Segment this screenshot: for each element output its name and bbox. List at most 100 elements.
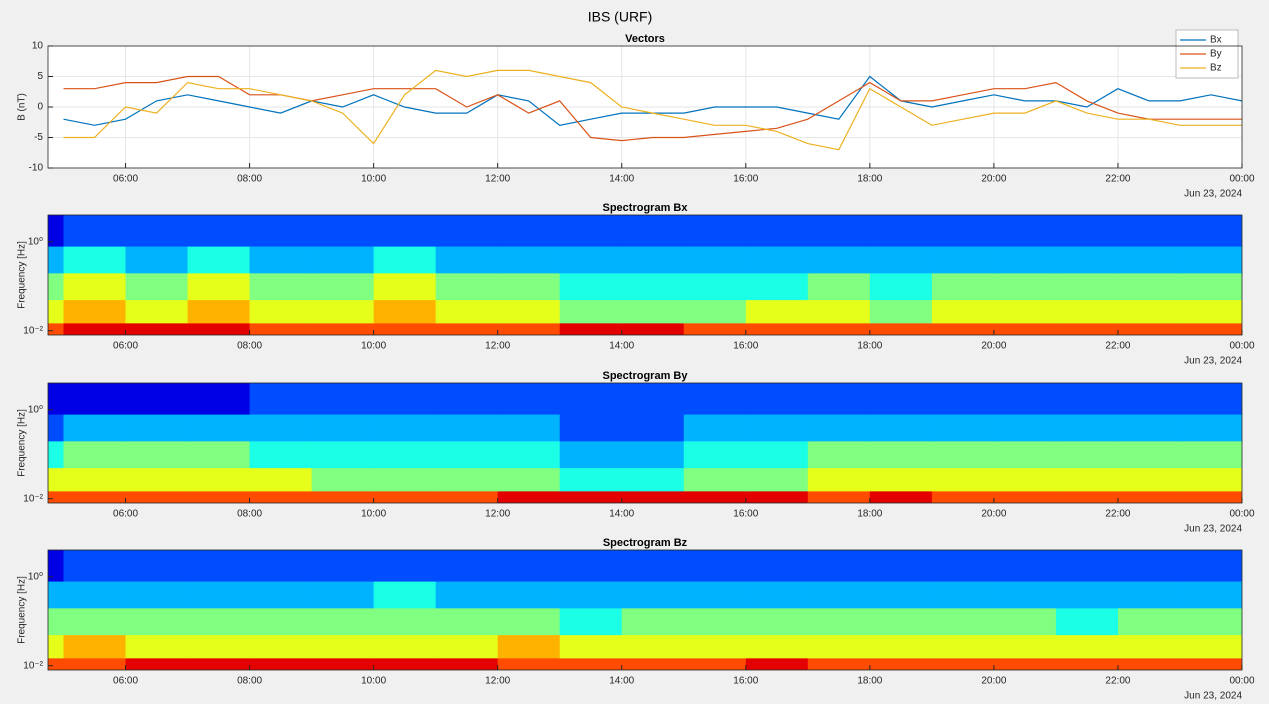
x-tick-label: 06:00: [113, 676, 138, 687]
heatmap-cell: [311, 440, 375, 469]
heatmap-cell: [745, 634, 809, 659]
heatmap-cell: [48, 657, 65, 670]
heatmap-cell: [1179, 322, 1242, 335]
axes-box: [47, 214, 1243, 336]
heatmap-cell: [993, 467, 1057, 492]
x-tick-label: 14:00: [609, 341, 634, 352]
heatmap-cell: [869, 607, 933, 636]
heatmap-cell: [1179, 467, 1242, 492]
heatmap-cell: [48, 490, 65, 503]
heatmap-cell: [1055, 440, 1119, 469]
heatmap-cell: [621, 607, 685, 636]
heatmap-cell: [63, 246, 127, 274]
heatmap-cell: [869, 581, 933, 609]
x-tick-label: 08:00: [237, 341, 262, 352]
heatmap-cell: [249, 383, 313, 415]
axes-title: Spectrogram Bx: [603, 202, 689, 214]
heatmap-cell: [373, 246, 437, 274]
heatmap-cell: [249, 634, 313, 659]
heatmap-cell: [807, 467, 871, 492]
heatmap-cell: [1179, 272, 1242, 301]
legend-label: Bx: [1210, 35, 1222, 46]
heatmap-cell: [621, 581, 685, 609]
heatmap-cell: [125, 299, 189, 324]
x-tick-label: 20:00: [981, 341, 1006, 352]
y-tick-label: -10: [29, 163, 44, 174]
heatmap-cell: [435, 383, 499, 415]
plot-area: [63, 69, 1242, 151]
x-tick-label: 10:00: [361, 676, 386, 687]
heatmap-cell: [683, 246, 747, 274]
heatmap-cell: [311, 414, 375, 442]
date-label: Jun 23, 2024: [1184, 691, 1242, 702]
heatmap-cell: [373, 414, 437, 442]
heatmap-cell: [559, 607, 623, 636]
heatmap-cell: [63, 383, 127, 415]
heatmap-cell: [1055, 215, 1119, 247]
x-tick-label: 20:00: [981, 174, 1006, 185]
plot-area: [48, 550, 1242, 670]
heatmap-cell: [683, 550, 747, 582]
heatmap-cell: [125, 440, 189, 469]
heatmap-cell: [373, 550, 437, 582]
heatmap-cell: [559, 322, 623, 335]
heatmap-cell: [621, 383, 685, 415]
heatmap-cell: [807, 272, 871, 301]
heatmap-cell: [1055, 383, 1119, 415]
heatmap-cell: [807, 607, 871, 636]
heatmap-cell: [249, 550, 313, 582]
heatmap-cell: [993, 215, 1057, 247]
heatmap-cell: [1117, 272, 1181, 301]
heatmap-cell: [63, 550, 127, 582]
heatmap-cell: [249, 246, 313, 274]
heatmap-cell: [869, 414, 933, 442]
heatmap-cell: [559, 215, 623, 247]
heatmap-cell: [125, 467, 189, 492]
x-tick-label: 00:00: [1229, 509, 1254, 520]
heatmap-cell: [187, 581, 251, 609]
y-axis-label: Frequency [Hz]: [17, 409, 28, 477]
heatmap-cell: [48, 383, 65, 415]
heatmap-cell: [621, 634, 685, 659]
heatmap-cell: [559, 246, 623, 274]
heatmap-cell: [311, 246, 375, 274]
heatmap-cell: [1055, 414, 1119, 442]
heatmap-cell: [125, 246, 189, 274]
heatmap-cell: [63, 322, 127, 335]
heatmap-cell: [48, 634, 65, 659]
heatmap-cell: [435, 550, 499, 582]
heatmap-cell: [373, 440, 437, 469]
heatmap-cell: [311, 322, 375, 335]
heatmap-cell: [497, 634, 561, 659]
x-tick-label: 10:00: [361, 341, 386, 352]
heatmap-cell: [993, 322, 1057, 335]
heatmap-cell: [125, 322, 189, 335]
heatmap-cell: [807, 550, 871, 582]
heatmap-cell: [1055, 490, 1119, 503]
x-tick-label: 14:00: [609, 509, 634, 520]
heatmap-cell: [869, 322, 933, 335]
heatmap-cell: [311, 215, 375, 247]
heatmap-cell: [63, 299, 127, 324]
heatmap-cell: [807, 490, 871, 503]
x-tick-label: 12:00: [485, 676, 510, 687]
heatmap-cell: [807, 657, 871, 670]
heatmap-cell: [1117, 246, 1181, 274]
heatmap-cell: [745, 550, 809, 582]
y-tick-label: -5: [34, 132, 43, 143]
heatmap-cell: [931, 414, 995, 442]
heatmap-cell: [1117, 440, 1181, 469]
y-axis-label: Frequency [Hz]: [17, 576, 28, 644]
y-tick-label: 10: [32, 41, 44, 52]
heatmap-cell: [1179, 490, 1242, 503]
heatmap-cell: [993, 414, 1057, 442]
heatmap-cell: [621, 414, 685, 442]
heatmap-cell: [993, 550, 1057, 582]
heatmap-cell: [869, 467, 933, 492]
heatmap-cell: [621, 490, 685, 503]
heatmap-cell: [683, 607, 747, 636]
axes-box: [47, 382, 1243, 504]
heatmap-cell: [187, 467, 251, 492]
heatmap-cell: [993, 634, 1057, 659]
heatmap-cell: [993, 581, 1057, 609]
